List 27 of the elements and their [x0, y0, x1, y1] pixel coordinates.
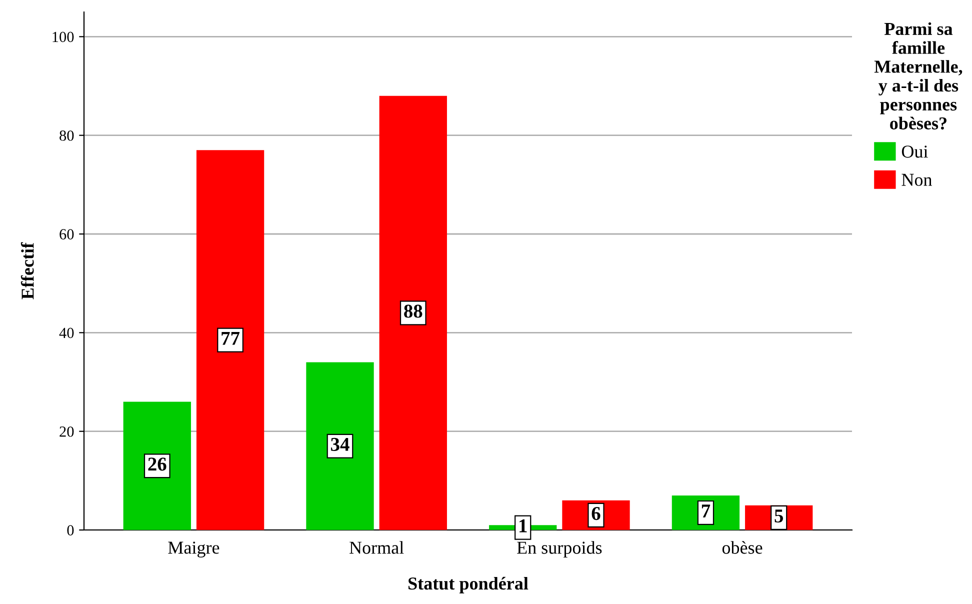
data-label: 26: [148, 458, 166, 471]
y-axis-title: Effectif: [20, 242, 34, 300]
y-tick-label: 20: [60, 426, 74, 437]
data-label: 7: [702, 504, 710, 518]
x-tick-label: Maigre: [168, 542, 220, 558]
x-tick-label: En surpoids: [517, 541, 602, 558]
data-label: 77: [222, 332, 240, 345]
y-tick-label: 60: [60, 229, 74, 240]
y-tick-label: 100: [52, 32, 74, 42]
data-label: 5: [774, 510, 784, 523]
bar: [306, 362, 374, 530]
data-label: 34: [331, 438, 350, 451]
legend-label: Non: [902, 174, 932, 186]
bar: [123, 402, 191, 530]
legend-title: Parmi sa famille Maternelle, y a-t-il des personnes obèses?: [874, 22, 962, 130]
data-label: 88: [404, 304, 422, 318]
x-axis-title: Statut pondéral: [408, 576, 528, 594]
bar: [196, 150, 264, 530]
bar: [379, 96, 447, 530]
data-label: 1: [520, 519, 527, 532]
y-tick-label: 0: [67, 525, 74, 536]
x-tick-label: obèse: [722, 541, 762, 554]
y-tick-label: 80: [60, 130, 74, 141]
data-label: 6: [592, 507, 600, 520]
x-tick-label: Normal: [350, 541, 404, 554]
legend-label: Oui: [902, 146, 928, 158]
y-tick-label: 40: [59, 328, 74, 338]
